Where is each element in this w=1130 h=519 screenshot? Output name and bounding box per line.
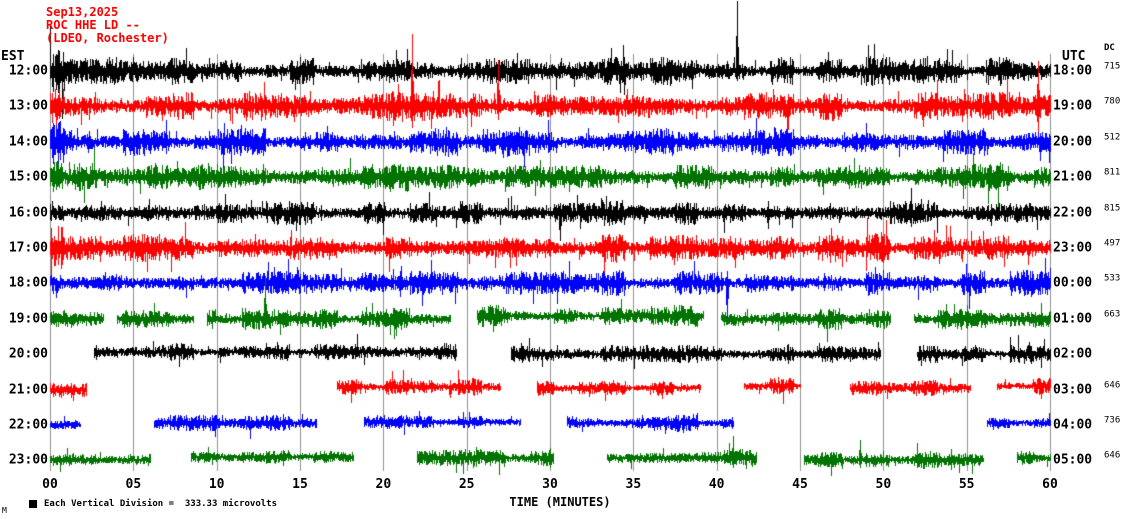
dc-value: 646 <box>1104 380 1121 391</box>
utc-time-label: 01:00 <box>1053 311 1093 327</box>
dc-axis-label: DC <box>1104 43 1115 53</box>
x-tick-label: 60 <box>1042 477 1058 492</box>
x-tick-label: 55 <box>958 477 975 492</box>
utc-time-label: 23:00 <box>1053 240 1093 256</box>
est-time-label: 17:00 <box>8 240 48 256</box>
dc-value: 715 <box>1104 61 1121 72</box>
x-tick-label: 45 <box>792 477 808 492</box>
est-time-label: 19:00 <box>8 311 48 327</box>
est-time-label: 15:00 <box>8 169 48 185</box>
x-tick-label: 50 <box>875 477 892 492</box>
header-location: (LDEO, Rochester) <box>46 31 169 45</box>
x-tick-label: 35 <box>625 477 642 492</box>
utc-time-label: 18:00 <box>1053 63 1093 79</box>
est-time-label: 20:00 <box>8 346 48 362</box>
scale-swatch <box>29 500 37 508</box>
x-tick-label: 20 <box>375 477 392 492</box>
utc-axis-label: UTC <box>1062 49 1086 64</box>
utc-time-label: 04:00 <box>1053 417 1093 433</box>
header-date: Sep13,2025 <box>46 5 119 19</box>
dc-value: 811 <box>1104 167 1121 178</box>
utc-time-label: 02:00 <box>1053 346 1093 362</box>
dc-value: 533 <box>1104 273 1121 284</box>
est-time-label: 16:00 <box>8 205 48 221</box>
est-time-label: 14:00 <box>8 134 48 150</box>
est-time-label: 22:00 <box>8 417 48 433</box>
est-time-label: 12:00 <box>8 63 48 79</box>
x-tick-label: 15 <box>292 477 308 492</box>
dc-value: 497 <box>1104 238 1121 249</box>
scale-note: Each Vertical Division = 333.33 microvol… <box>44 499 277 509</box>
est-time-label: 21:00 <box>8 382 48 398</box>
utc-time-label: 19:00 <box>1053 98 1093 114</box>
x-tick-label: 10 <box>208 477 225 492</box>
utc-time-label: 21:00 <box>1053 169 1093 185</box>
est-time-label: 18:00 <box>8 275 48 291</box>
dc-value: 646 <box>1104 450 1121 461</box>
est-time-label: 13:00 <box>8 98 48 114</box>
dc-value: 512 <box>1104 132 1121 143</box>
header-station: ROC HHE LD -- <box>46 18 140 32</box>
x-tick-label: 00 <box>42 477 58 492</box>
x-tick-label: 30 <box>542 477 558 492</box>
x-tick-label: 05 <box>125 477 142 492</box>
utc-time-label: 03:00 <box>1053 382 1093 398</box>
utc-time-label: 00:00 <box>1053 275 1093 291</box>
dc-value: 780 <box>1104 96 1121 107</box>
est-axis-label: EST <box>1 49 25 64</box>
x-tick-label: 40 <box>708 477 725 492</box>
utc-time-label: 20:00 <box>1053 134 1093 150</box>
utc-time-label: 22:00 <box>1053 205 1093 221</box>
dc-value: 663 <box>1104 309 1121 320</box>
est-time-label: 23:00 <box>8 452 48 468</box>
corner-mark: M <box>2 506 7 515</box>
utc-time-label: 05:00 <box>1053 452 1093 468</box>
dc-value: 736 <box>1104 415 1121 426</box>
x-axis-title: TIME (MINUTES) <box>509 495 611 509</box>
dc-value: 815 <box>1104 203 1121 214</box>
x-tick-label: 25 <box>458 477 475 492</box>
